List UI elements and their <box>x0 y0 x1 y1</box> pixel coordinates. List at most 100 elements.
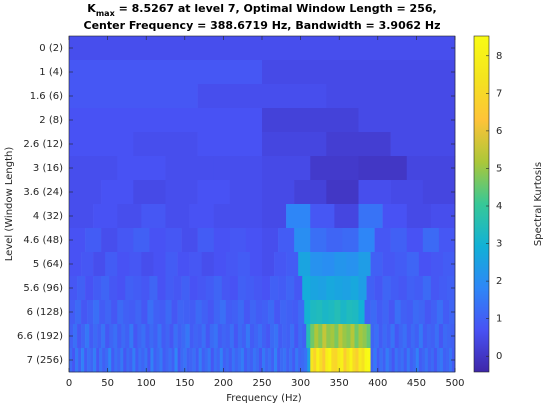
heatmap-cell <box>418 300 426 325</box>
heatmap-cell <box>318 276 327 301</box>
heatmap-cell <box>316 300 323 325</box>
heatmap-cell <box>137 324 142 349</box>
heatmap-cell <box>322 252 335 277</box>
y-tick-label: 5 (64) <box>33 259 63 270</box>
heatmap-cell <box>125 276 134 301</box>
heatmap-cell <box>165 204 190 229</box>
heatmap-cell <box>390 276 400 301</box>
heatmap-cell <box>253 276 263 301</box>
heatmap-cell <box>394 324 400 349</box>
heatmap-cell <box>126 348 130 373</box>
heatmap-cell <box>346 324 351 349</box>
heatmap-cell <box>228 348 233 373</box>
heatmap-cell <box>310 324 315 349</box>
heatmap-cell <box>352 300 359 325</box>
heatmap-cell <box>237 348 242 373</box>
heatmap-cell <box>430 276 440 301</box>
heatmap-cell <box>217 324 223 349</box>
heatmap-cell <box>306 324 311 349</box>
heatmap-cell <box>221 276 231 301</box>
colorbar-tick-label: 8 <box>496 51 502 62</box>
heatmap-cell <box>245 228 263 253</box>
heatmap-cell <box>81 252 94 277</box>
heatmap-cell <box>189 276 198 301</box>
heatmap-cell <box>382 204 408 229</box>
heatmap-cell <box>173 324 178 349</box>
heatmap-cell <box>89 324 94 349</box>
heatmap-cell <box>177 324 182 349</box>
heatmap-cell <box>433 348 438 373</box>
heatmap-cell <box>69 60 263 85</box>
heatmap-cell <box>346 300 353 325</box>
heatmap-cell <box>430 348 435 373</box>
heatmap-cell <box>117 204 142 229</box>
heatmap-cell <box>125 324 130 349</box>
heatmap-cell <box>117 348 121 373</box>
heatmap-cell <box>298 252 311 277</box>
heatmap-cell <box>262 228 279 253</box>
heatmap-cell <box>213 324 219 349</box>
heatmap-cell <box>286 348 290 373</box>
x-tick-label: 50 <box>101 378 114 389</box>
colorbar-tick-label: 0 <box>496 351 502 362</box>
heatmap-cell <box>438 276 448 301</box>
heatmap-cell <box>394 348 399 373</box>
heatmap-cell <box>286 204 311 229</box>
heatmap-cell <box>370 252 383 277</box>
heatmap-cell <box>326 228 343 253</box>
heatmap-cell <box>105 324 110 349</box>
heatmap-cell <box>213 300 221 325</box>
colorbar-tick-label: 6 <box>496 126 502 137</box>
heatmap-cell <box>73 324 78 349</box>
heatmap-cell <box>123 348 127 373</box>
heatmap-cell <box>414 324 420 349</box>
heatmap-cell <box>138 348 142 373</box>
heatmap-cell <box>282 324 287 349</box>
heatmap-cell <box>301 348 305 373</box>
heatmap-cell <box>133 324 138 349</box>
heatmap-cell <box>101 228 118 253</box>
heatmap-cell <box>210 348 215 373</box>
heatmap-cell <box>229 180 263 205</box>
heatmap-cell <box>77 324 82 349</box>
heatmap-cell <box>355 348 359 373</box>
heatmap-cell <box>398 276 408 301</box>
heatmap-cell <box>334 204 359 229</box>
heatmap-cell <box>310 348 314 373</box>
heatmap-cell <box>325 348 329 373</box>
heatmap-cell <box>193 324 198 349</box>
heatmap-cell <box>334 300 341 325</box>
heatmap-cell <box>358 252 371 277</box>
heatmap-cell <box>278 228 295 253</box>
heatmap-cell <box>85 324 90 349</box>
title-symbol: K <box>87 2 96 15</box>
heatmap-cell <box>231 300 239 325</box>
heatmap-cell <box>349 348 353 373</box>
heatmap-cell <box>69 228 86 253</box>
heatmap-cell <box>120 348 124 373</box>
heatmap-cell <box>237 324 243 349</box>
heatmap-cell <box>117 276 126 301</box>
colorbar-tick-label: 5 <box>496 163 502 174</box>
heatmap-cell <box>69 108 166 133</box>
heatmap-cell <box>93 300 100 325</box>
heatmap-cell <box>149 228 166 253</box>
heatmap-cell <box>390 324 395 349</box>
heatmap-cell <box>415 348 420 373</box>
heatmap-cell <box>185 324 190 349</box>
heatmap-cell <box>197 84 327 109</box>
heatmap-cell <box>418 348 423 373</box>
heatmap-cell <box>129 324 134 349</box>
x-tick-label: 250 <box>252 378 271 389</box>
heatmap-cell <box>410 324 416 349</box>
heatmap-cell <box>390 132 456 157</box>
heatmap-cell <box>75 300 82 325</box>
heatmap-cell <box>105 252 118 277</box>
heatmap-cell <box>310 228 327 253</box>
heatmap-cell <box>129 252 142 277</box>
y-tick-label: 0 (2) <box>39 43 63 54</box>
heatmap-cell <box>87 300 94 325</box>
heatmap-cell <box>111 348 115 373</box>
heatmap-cell <box>156 348 160 373</box>
